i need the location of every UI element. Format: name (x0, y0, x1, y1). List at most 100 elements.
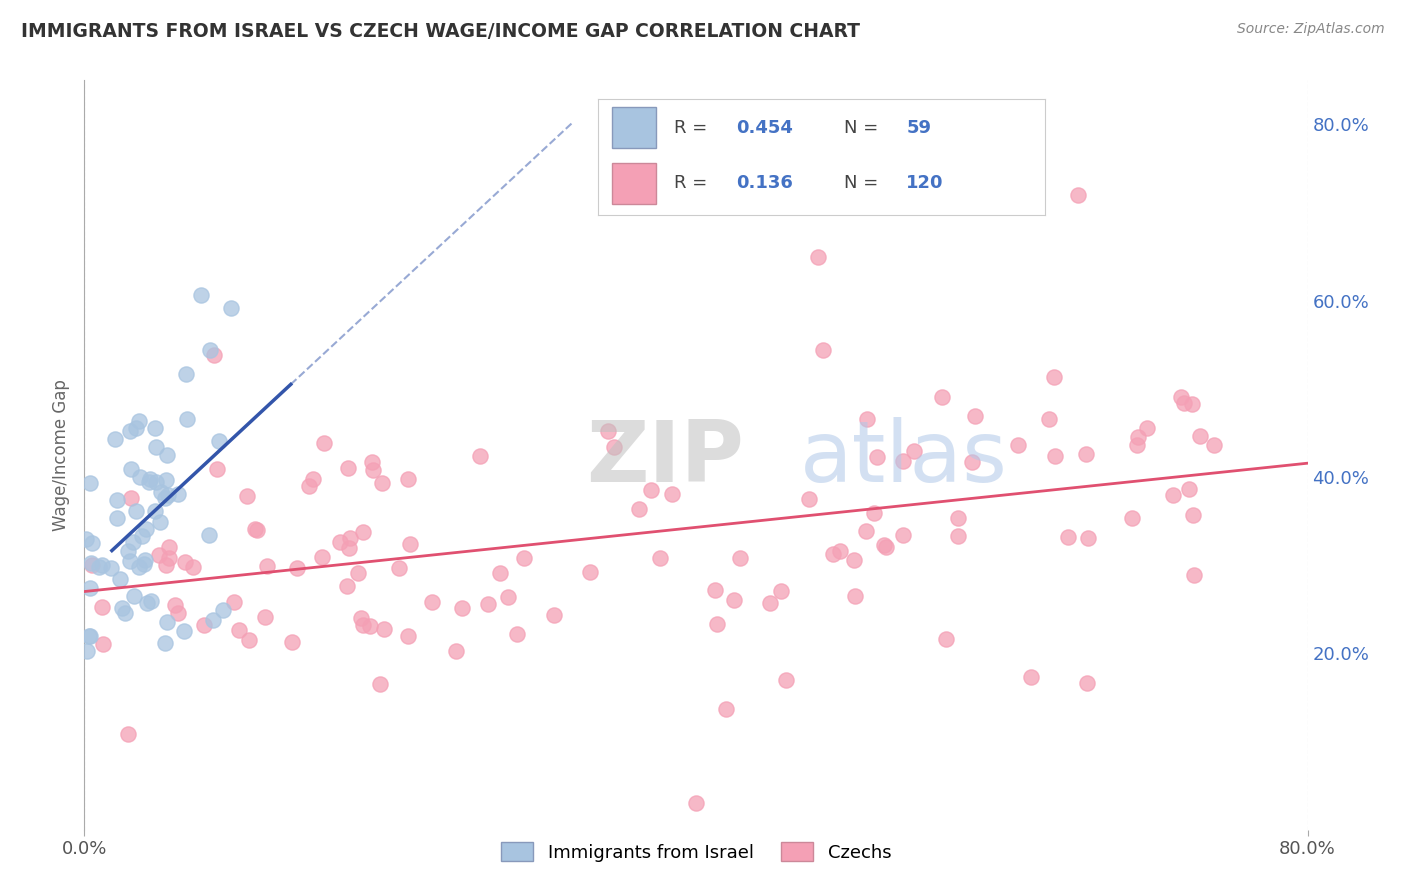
Point (157, 540, 180, 554)
Point (281, 635, 304, 649)
Point (844, 589, 866, 603)
Point (80, 558, 103, 572)
Point (124, 504, 146, 518)
Point (875, 540, 897, 554)
Point (903, 444, 925, 458)
Point (821, 548, 844, 562)
Point (1136, 421, 1159, 435)
Point (155, 558, 177, 573)
Point (1043, 370, 1066, 384)
Point (104, 432, 127, 446)
Point (150, 484, 173, 499)
Point (543, 607, 565, 622)
Point (90, 599, 112, 614)
Point (118, 424, 141, 438)
Point (302, 472, 325, 486)
Point (197, 528, 219, 542)
Point (714, 702, 737, 716)
Point (153, 636, 176, 650)
Point (1161, 488, 1184, 502)
Point (207, 434, 229, 448)
Point (221, 301, 243, 315)
Point (105, 510, 128, 524)
Legend: Immigrants from Israel, Czechs: Immigrants from Israel, Czechs (501, 842, 891, 862)
Point (155, 473, 177, 487)
Point (339, 541, 361, 556)
Point (131, 529, 153, 543)
Point (157, 487, 180, 501)
Point (513, 550, 536, 565)
Point (931, 390, 953, 404)
Point (122, 535, 145, 549)
Point (1057, 530, 1080, 544)
Point (477, 597, 499, 611)
Text: atlas: atlas (800, 417, 1008, 500)
Point (1178, 482, 1201, 496)
Point (1077, 531, 1099, 545)
Point (728, 551, 751, 566)
Point (110, 601, 132, 615)
Point (100, 561, 122, 575)
Point (965, 409, 987, 423)
Point (371, 476, 394, 491)
Point (891, 528, 914, 542)
Point (706, 617, 728, 632)
Point (141, 594, 163, 608)
Point (891, 454, 914, 468)
Point (243, 522, 266, 536)
Point (193, 617, 215, 632)
Point (173, 624, 195, 638)
Point (363, 463, 385, 477)
Point (935, 632, 957, 646)
Point (228, 623, 250, 637)
Text: Source: ZipAtlas.com: Source: ZipAtlas.com (1237, 22, 1385, 37)
Point (91, 637, 114, 651)
Point (202, 348, 225, 362)
Point (120, 462, 142, 476)
Point (139, 472, 162, 486)
Point (640, 483, 662, 497)
Point (108, 572, 131, 586)
Point (118, 554, 141, 568)
Point (1121, 511, 1143, 525)
Point (285, 561, 308, 575)
Point (253, 610, 276, 624)
Point (1045, 449, 1067, 463)
Point (157, 550, 180, 565)
Point (149, 515, 172, 529)
Point (143, 421, 166, 435)
Point (723, 592, 745, 607)
Text: IMMIGRANTS FROM ISRAEL VS CZECH WAGE/INCOME GAP CORRELATION CHART: IMMIGRANTS FROM ISRAEL VS CZECH WAGE/INC… (21, 22, 860, 41)
Point (145, 475, 167, 490)
Point (828, 544, 851, 558)
Point (122, 589, 145, 603)
Point (205, 461, 228, 475)
Point (153, 491, 176, 505)
Point (360, 455, 382, 469)
Point (603, 440, 626, 454)
Point (75, 532, 97, 546)
Point (468, 449, 491, 463)
Point (399, 537, 422, 551)
Point (396, 472, 419, 486)
Point (1126, 438, 1149, 452)
Point (799, 491, 821, 506)
Point (496, 590, 519, 604)
Point (128, 414, 150, 428)
Point (388, 561, 411, 575)
Point (163, 598, 186, 612)
Point (91, 558, 114, 572)
Point (842, 553, 865, 567)
Point (352, 618, 374, 632)
Point (156, 615, 179, 629)
Point (1173, 395, 1195, 409)
Point (79, 581, 101, 595)
Point (360, 619, 382, 633)
Point (759, 596, 782, 610)
Point (79, 475, 101, 490)
Point (212, 603, 235, 617)
Point (807, 250, 830, 264)
Point (339, 531, 361, 545)
Point (866, 450, 889, 465)
Point (627, 502, 650, 516)
